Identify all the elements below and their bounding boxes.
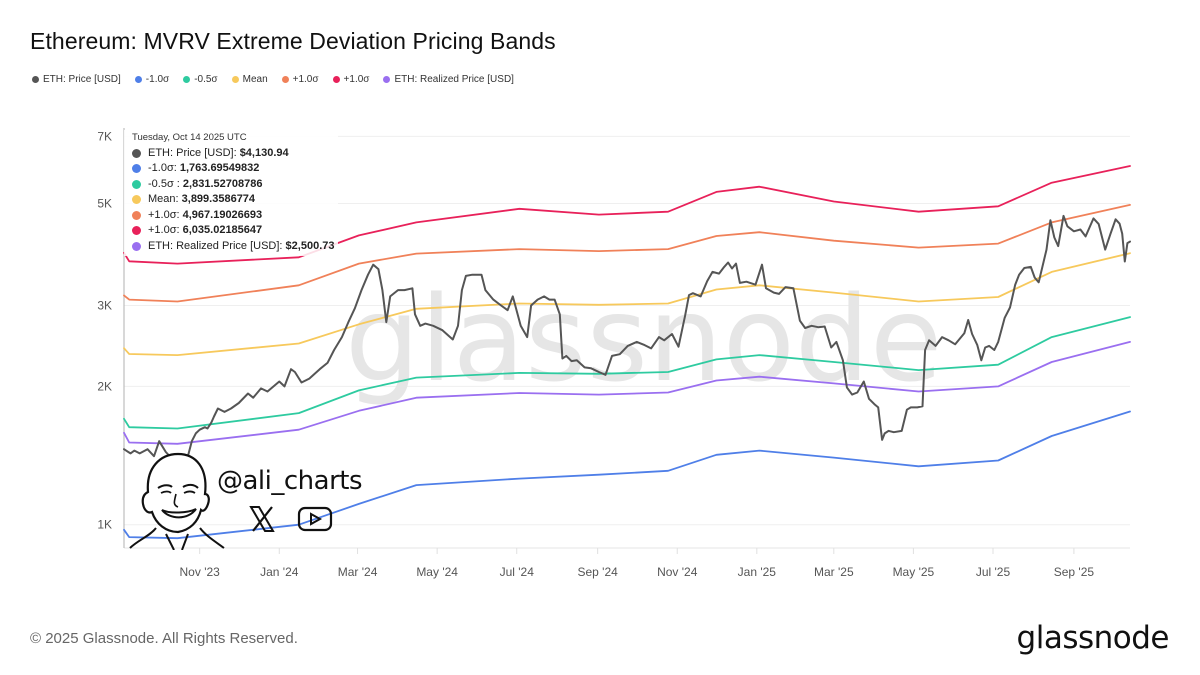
legend-label: ETH: Price [USD] [43,74,121,85]
legend-item[interactable]: -0.5σ [183,74,218,85]
tooltip-row: -0.5σ : 2,831.52708786 [132,177,334,193]
tooltip-value: 1,763.69549832 [179,162,260,174]
series-dot-icon [132,179,141,189]
legend-dot-icon [183,76,191,83]
y-tick-label: 5K [97,197,112,211]
y-tick-label: 1K [97,518,112,532]
x-axis: Nov '23 Jan '24 Mar '24 May '24 Jul '24 Sep '… [180,548,1095,579]
series-dot-icon [132,210,141,220]
chart-legend: ETH: Price [USD] -1.0σ -0.5σ Mean +1.0σ +1.0σ… [32,74,514,85]
tooltip-label: ETH: Realized Price [USD]: [148,239,286,252]
tooltip-value: 4,967.19026693 [182,208,263,221]
tooltip-row: ETH: Price [USD]: $4,130.94 [132,146,334,162]
series-line-eth-price-usd[interactable] [123,214,1131,462]
tooltip-row: -1.0σ: 1,763.69549832 [132,161,334,177]
x-tick-label: Jul '24 [500,565,535,579]
tooltip-label: +1.0σ: [148,208,183,221]
series-line-1-0[interactable] [123,204,1131,303]
watermark: glassnode [345,270,942,408]
legend-dot-icon [32,76,39,83]
series-dot-icon [132,241,141,251]
series-dot-icon [132,148,141,158]
y-axis: 1K 2K 3K 5K 7K [97,129,112,531]
chart-title: Ethereum: MVRV Extreme Deviation Pricing… [30,28,556,54]
series-line-eth-realized-price-usd[interactable] [123,341,1131,445]
legend-label: +1.0σ [343,74,370,85]
copyright: © 2025 Glassnode. All Rights Reserved. [30,630,298,647]
series-dot-icon [132,164,141,174]
x-tick-label: Sep '24 [577,565,618,579]
price-chart[interactable]: glassnode 1K 2K 3K 5K 7K Nov '23 Jan '24 Mar '… [0,0,1200,600]
tooltip-label: -1.0σ: [148,162,180,174]
series-line-0-5[interactable] [123,316,1131,430]
tooltip-value: 3,899.3586774 [181,193,256,205]
legend-dot-icon [134,76,142,83]
tooltip-label: Mean: [148,193,182,205]
tooltip-label: -0.5σ : [148,177,183,190]
legend-item[interactable]: +1.0σ [332,74,370,85]
tooltip-value: 2,831.52708786 [182,177,263,190]
x-tick-label: Mar '24 [338,565,378,579]
tooltip-value: 6,035.02185647 [182,224,263,236]
legend-item[interactable]: ETH: Realized Price [USD] [383,74,514,85]
legend-label: +1.0σ [292,74,319,85]
tooltip-label: +1.0σ: [148,224,183,236]
tooltip-row: +1.0σ: 6,035.02185647 [132,223,334,239]
tooltip-value: $2,500.73 [285,239,335,252]
legend-label: Mean [242,74,268,85]
author-branding: @ali_charts [126,450,386,550]
youtube-icon [297,506,333,532]
legend-label: -0.5σ [194,74,218,85]
series-lines [123,165,1131,540]
series-dot-icon [132,226,141,236]
legend-item[interactable]: Mean [231,74,268,85]
legend-label: -1.0σ [145,74,170,85]
legend-label: ETH: Realized Price [USD] [394,74,514,85]
avatar [129,452,225,550]
tooltip-value: $4,130.94 [239,146,289,159]
x-tick-label: Nov '24 [657,565,698,579]
x-tick-label: Jul '25 [976,565,1011,579]
x-tick-label: May '25 [893,565,935,579]
y-tick-label: 7K [97,129,112,143]
x-logo-icon [249,506,275,532]
y-tick-label: 2K [97,379,112,393]
legend-dot-icon [281,76,289,83]
series-line-mean[interactable] [123,252,1131,356]
tooltip-row: ETH: Realized Price [USD]: $2,500.73 [132,239,334,255]
x-tick-label: Nov '23 [180,565,221,579]
x-tick-label: Jan '24 [260,565,299,579]
series-line-1-0[interactable] [123,410,1131,540]
x-tick-label: Jan '25 [738,565,777,579]
x-tick-label: Sep '25 [1054,565,1095,579]
tooltip-label: ETH: Price [USD]: [148,146,240,159]
series-line-1-0-upper[interactable] [123,165,1131,265]
tooltip-row: Mean: 3,899.3586774 [132,192,334,208]
x-tick-label: May '24 [416,565,458,579]
legend-dot-icon [332,76,340,83]
legend-dot-icon [231,76,239,83]
legend-dot-icon [383,76,391,83]
author-handle: @ali_charts [217,466,363,496]
glassnode-logo: glassnode [1016,620,1170,656]
hover-tooltip: Tuesday, Oct 14 2025 UTC ETH: Price [USD… [124,130,339,256]
tooltip-row: +1.0σ: 4,967.19026693 [132,208,334,224]
legend-item[interactable]: ETH: Price [USD] [32,74,121,85]
x-tick-label: Mar '25 [814,565,854,579]
series-dot-icon [132,195,141,205]
tooltip-date: Tuesday, Oct 14 2025 UTC [132,132,247,143]
legend-item[interactable]: +1.0σ [281,74,319,85]
y-tick-label: 3K [97,298,112,312]
grid-lines [124,135,1130,549]
legend-item[interactable]: -1.0σ [134,74,170,85]
